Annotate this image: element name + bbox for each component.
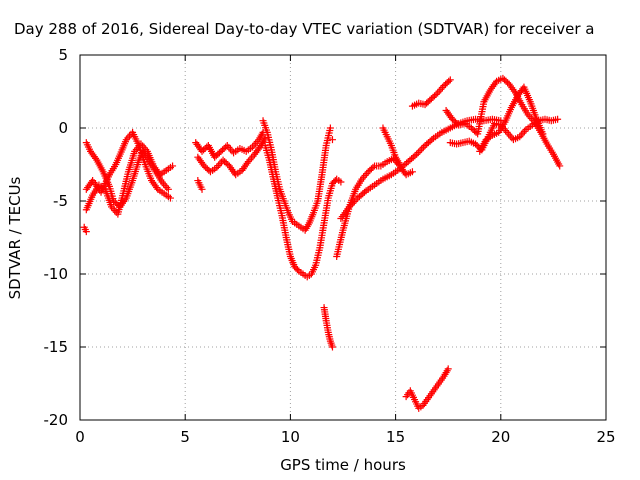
scatter-point (446, 76, 454, 84)
scatter-point (445, 77, 453, 85)
scatter-point (198, 185, 206, 193)
scatter-point (247, 154, 255, 162)
x-tick-label: 0 (75, 428, 85, 446)
x-tick-label: 15 (386, 428, 405, 446)
scatter-point (214, 162, 222, 170)
scatter-point (520, 127, 528, 135)
scatter-point (505, 130, 513, 138)
scatter-point (416, 147, 424, 155)
y-tick-label: 5 (58, 46, 68, 64)
x-axis-label: GPS time / hours (280, 456, 406, 474)
scatter-point (328, 136, 336, 144)
scatter-point (363, 170, 371, 178)
scatter-point (361, 171, 369, 179)
scatter-point (438, 83, 446, 91)
scatter-point (428, 136, 436, 144)
x-tick-label: 25 (596, 428, 615, 446)
x-tick-label: 10 (281, 428, 300, 446)
y-tick-label: -10 (44, 265, 69, 283)
scatter-point (519, 129, 527, 137)
x-tick-label: 20 (491, 428, 510, 446)
y-tick-label: -15 (44, 338, 69, 356)
plot-frame (79, 54, 607, 421)
scatter-point (169, 162, 177, 170)
scatter-point (337, 178, 345, 186)
scatter-point (414, 149, 422, 157)
scatter-point (161, 182, 169, 190)
scatter-point (225, 143, 233, 151)
scatter-point (293, 266, 301, 274)
scatter-point (360, 188, 368, 196)
scatter-point (419, 143, 427, 151)
scatter-point (408, 168, 416, 176)
scatter-point (432, 90, 440, 98)
scatter-point (556, 162, 564, 170)
x-tick-label: 5 (180, 428, 190, 446)
y-tick-label: -5 (53, 192, 68, 210)
y-axis-label: SDTVAR / TECUs (6, 176, 24, 299)
scatter-point (554, 115, 562, 123)
scatter-point (396, 161, 404, 168)
scatter-point (125, 132, 133, 140)
scatter-point (166, 194, 174, 202)
scatter-point (411, 152, 419, 160)
data-points (80, 74, 564, 412)
gridlines (80, 55, 606, 420)
scatter-point (82, 228, 90, 236)
scatter-point (435, 87, 443, 95)
scatter-point (503, 128, 511, 136)
scatter-point (444, 365, 452, 373)
scatter-point (326, 124, 334, 132)
scatter-point (328, 343, 336, 351)
scatter-point (418, 145, 426, 153)
scatter-point (539, 130, 547, 138)
chart-title: Day 288 of 2016, Sidereal Day-to-day VTE… (14, 20, 595, 38)
scatter-point (164, 185, 172, 193)
scatter-point (437, 85, 445, 93)
scatter-point (163, 183, 171, 191)
y-tick-label: -20 (44, 411, 69, 429)
scatter-point (369, 163, 377, 171)
scatter-point (111, 206, 119, 214)
y-tick-label: 0 (58, 119, 68, 137)
